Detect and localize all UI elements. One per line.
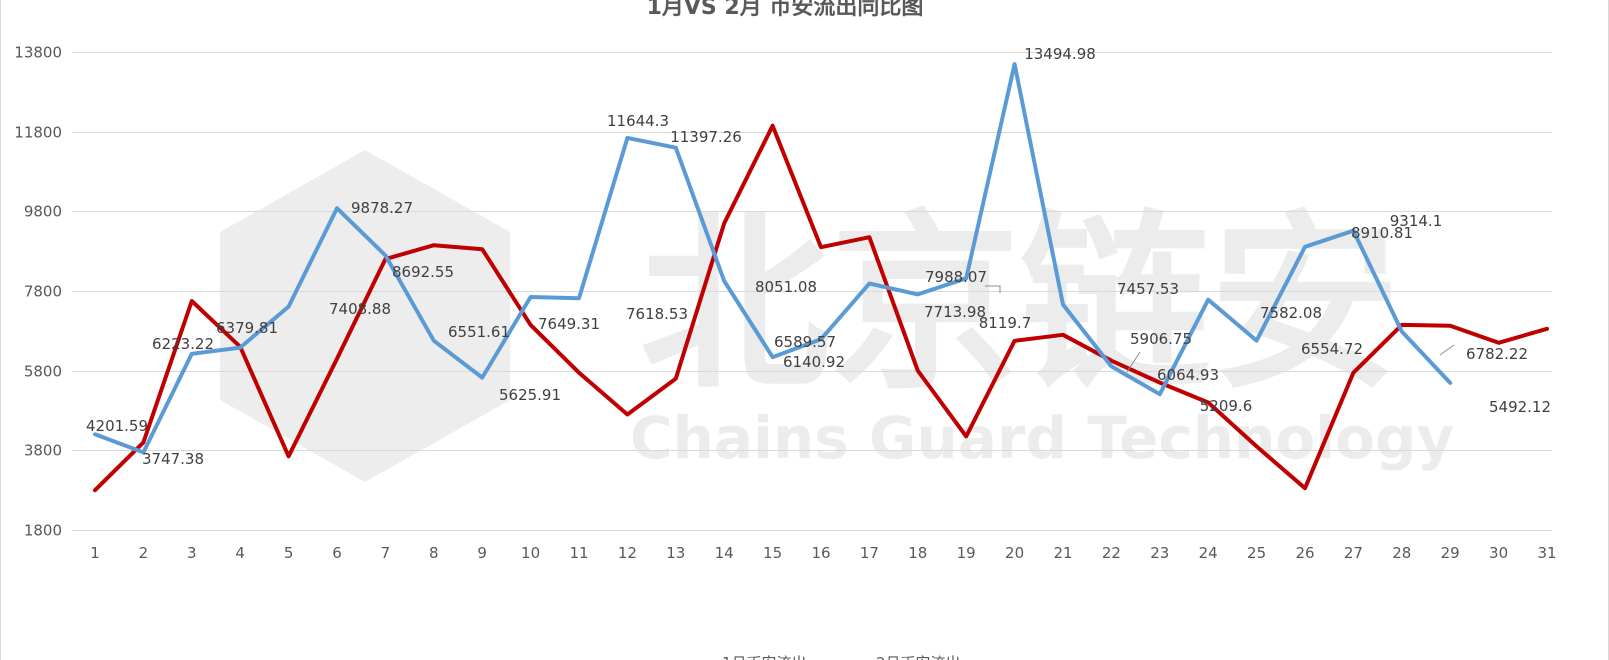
x-tick-label: 2 [139,544,149,562]
x-tick-label: 14 [715,544,734,562]
leader-line [1439,344,1455,356]
data-label: 6223.22 [152,335,214,353]
x-tick-label: 16 [811,544,830,562]
y-axis: 1800 3800 5800 7800 9800 11800 13800 [14,44,62,540]
data-label: 9314.1 [1390,212,1443,230]
x-tick-label: 10 [521,544,540,562]
data-label: 7618.53 [626,305,688,323]
x-tick-label: 30 [1489,544,1508,562]
x-tick-label: 22 [1102,544,1121,562]
data-label: 8910.81 [1351,224,1413,242]
data-label: 7457.53 [1117,280,1179,298]
data-label: 8692.55 [392,263,454,281]
y-tick-label: 1800 [24,522,62,540]
x-tick-label: 5 [284,544,294,562]
x-tick-label: 6 [332,544,342,562]
gridlines [72,52,1552,531]
data-label: 6064.93 [1157,366,1219,384]
x-tick-label: 28 [1392,544,1411,562]
data-label: 11644.3 [607,112,669,130]
x-tick-label: 9 [477,544,487,562]
x-tick-label: 20 [1005,544,1024,562]
series-lines [93,62,1549,493]
data-label: 6589.57 [774,333,836,351]
x-tick-label: 15 [763,544,782,562]
x-tick-label: 29 [1441,544,1460,562]
leader-line [985,285,1001,293]
x-tick-label: 21 [1053,544,1072,562]
y-tick-label: 9800 [24,203,62,221]
series-line-jan [93,123,1549,493]
data-label: 6554.72 [1301,340,1363,358]
x-tick-label: 31 [1537,544,1556,562]
data-label: 5492.12 [1489,398,1551,416]
x-axis: 1 2 3 4 5 6 7 8 9 10 11 12 13 14 15 16 17 18 19 20 21 22 23 24 2… [90,544,1556,562]
data-label: 3747.38 [142,450,204,468]
data-label: 7582.08 [1260,304,1322,322]
data-label: 11397.26 [670,128,742,146]
x-tick-label: 25 [1247,544,1266,562]
data-label: 7988.07 [925,268,987,286]
legend-label: 1月币安流出 [722,654,807,660]
data-label: 4201.59 [86,417,148,435]
x-tick-label: 4 [235,544,245,562]
y-tick-label: 5800 [24,363,62,381]
x-tick-label: 19 [957,544,976,562]
data-label: 5209.6 [1200,397,1253,415]
x-tick-label: 17 [860,544,879,562]
x-tick-label: 23 [1150,544,1169,562]
data-label: 7713.98 [924,303,986,321]
y-tick-label: 3800 [24,442,62,460]
leader-line [1126,351,1141,373]
x-tick-label: 27 [1344,544,1363,562]
x-tick-label: 7 [381,544,391,562]
y-tick-label: 7800 [24,283,62,301]
data-label: 6551.61 [448,323,510,341]
data-label: 7408.88 [329,300,391,318]
x-tick-label: 13 [666,544,685,562]
x-tick-label: 24 [1199,544,1218,562]
x-tick-label: 8 [429,544,439,562]
y-tick-label: 13800 [14,44,62,62]
series-line-feb [93,62,1453,455]
data-label: 8051.08 [755,278,817,296]
y-tick-label: 11800 [14,124,62,142]
data-label: 13494.98 [1024,45,1096,63]
data-label: 9878.27 [351,199,413,217]
chart-title: 1月VS 2月 币安流出同比图 [647,0,924,20]
data-label: 8119.7 [979,314,1032,332]
x-tick-label: 1 [90,544,100,562]
watermark-subtext: Chains Guard Technology [630,404,1454,472]
data-label: 5625.91 [499,386,561,404]
data-label: 6140.92 [783,353,845,371]
x-tick-label: 11 [569,544,588,562]
x-tick-label: 12 [618,544,637,562]
x-tick-label: 26 [1295,544,1314,562]
data-label: 6379.81 [216,319,278,337]
x-tick-label: 3 [187,544,197,562]
data-label: 6782.22 [1466,345,1528,363]
x-tick-label: 18 [908,544,927,562]
data-label: 7649.31 [538,315,600,333]
data-label: 5906.75 [1130,330,1192,348]
